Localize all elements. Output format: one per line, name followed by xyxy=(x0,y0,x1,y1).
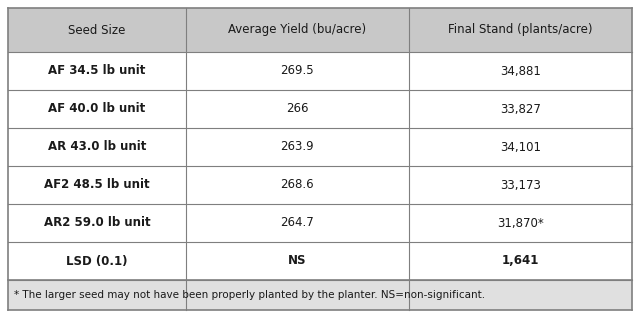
Text: AF 34.5 lb unit: AF 34.5 lb unit xyxy=(48,64,146,77)
Text: 263.9: 263.9 xyxy=(280,141,314,154)
Bar xyxy=(8,166,632,204)
Text: 269.5: 269.5 xyxy=(280,64,314,77)
Bar xyxy=(408,8,632,52)
Bar xyxy=(8,90,632,128)
Text: * The larger seed may not have been properly planted by the planter. NS=non-sign: * The larger seed may not have been prop… xyxy=(14,290,485,300)
Text: 31,870*: 31,870* xyxy=(497,216,543,229)
Text: Final Stand (plants/acre): Final Stand (plants/acre) xyxy=(448,23,593,36)
Text: 34,881: 34,881 xyxy=(500,64,541,77)
Bar xyxy=(8,52,632,90)
Text: LSD (0.1): LSD (0.1) xyxy=(66,255,127,268)
Text: 266: 266 xyxy=(286,103,308,116)
Text: AF 40.0 lb unit: AF 40.0 lb unit xyxy=(48,103,145,116)
Bar xyxy=(8,128,632,166)
Text: Seed Size: Seed Size xyxy=(68,23,125,36)
Text: 34,101: 34,101 xyxy=(500,141,541,154)
Text: 33,827: 33,827 xyxy=(500,103,541,116)
Text: Average Yield (bu/acre): Average Yield (bu/acre) xyxy=(228,23,366,36)
Text: 264.7: 264.7 xyxy=(280,216,314,229)
Bar xyxy=(8,280,632,310)
Text: AR2 59.0 lb unit: AR2 59.0 lb unit xyxy=(44,216,150,229)
Bar xyxy=(8,242,632,280)
Text: NS: NS xyxy=(288,255,307,268)
Bar xyxy=(186,8,408,52)
Text: 33,173: 33,173 xyxy=(500,178,541,191)
Text: AF2 48.5 lb unit: AF2 48.5 lb unit xyxy=(44,178,150,191)
Bar xyxy=(8,8,186,52)
Text: 268.6: 268.6 xyxy=(280,178,314,191)
Text: AR 43.0 lb unit: AR 43.0 lb unit xyxy=(48,141,146,154)
Bar xyxy=(8,204,632,242)
Text: 1,641: 1,641 xyxy=(502,255,539,268)
